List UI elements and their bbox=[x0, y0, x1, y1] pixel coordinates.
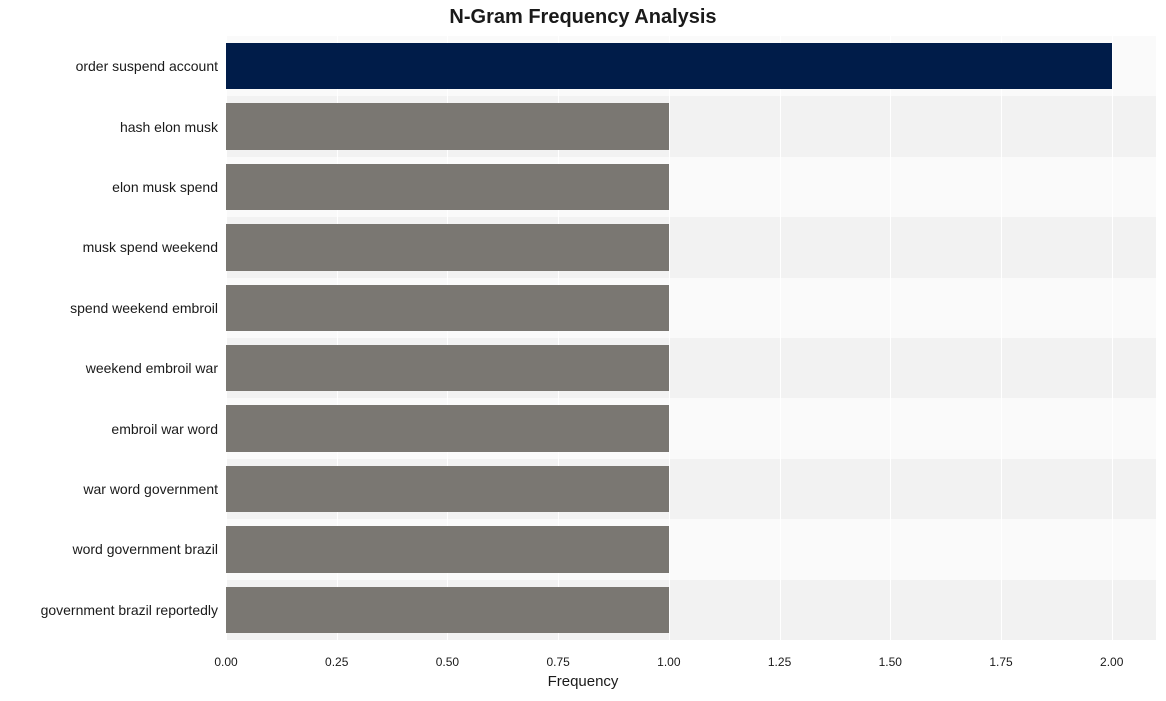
bar bbox=[226, 103, 669, 150]
bar bbox=[226, 285, 669, 332]
x-tick-label: 1.75 bbox=[989, 655, 1012, 669]
x-tick-label: 0.75 bbox=[546, 655, 569, 669]
gridline bbox=[890, 36, 891, 640]
gridline bbox=[669, 36, 670, 640]
y-tick-label: war word government bbox=[83, 481, 218, 497]
gridline bbox=[780, 36, 781, 640]
bar bbox=[226, 405, 669, 452]
y-tick-label: spend weekend embroil bbox=[70, 300, 218, 316]
y-tick-label: weekend embroil war bbox=[86, 360, 218, 376]
y-tick-label: embroil war word bbox=[111, 421, 218, 437]
x-tick-label: 1.50 bbox=[879, 655, 902, 669]
x-tick-label: 0.25 bbox=[325, 655, 348, 669]
x-tick-label: 0.50 bbox=[436, 655, 459, 669]
x-tick-label: 1.25 bbox=[768, 655, 791, 669]
bar bbox=[226, 587, 669, 634]
gridline bbox=[1001, 36, 1002, 640]
chart-title: N-Gram Frequency Analysis bbox=[0, 6, 1166, 29]
y-tick-label: elon musk spend bbox=[112, 179, 218, 195]
bar bbox=[226, 345, 669, 392]
y-tick-label: hash elon musk bbox=[120, 119, 218, 135]
x-axis-label: Frequency bbox=[0, 673, 1166, 690]
y-tick-label: order suspend account bbox=[76, 58, 218, 74]
x-tick-label: 0.00 bbox=[214, 655, 237, 669]
x-tick-label: 1.00 bbox=[657, 655, 680, 669]
bar bbox=[226, 466, 669, 513]
bar bbox=[226, 164, 669, 211]
gridline bbox=[1112, 36, 1113, 640]
bar bbox=[226, 526, 669, 573]
bar bbox=[226, 224, 669, 271]
y-tick-label: government brazil reportedly bbox=[41, 602, 218, 618]
y-tick-label: word government brazil bbox=[72, 541, 218, 557]
y-tick-label: musk spend weekend bbox=[83, 239, 218, 255]
x-tick-label: 2.00 bbox=[1100, 655, 1123, 669]
plot-area bbox=[226, 36, 1156, 640]
bar bbox=[226, 43, 1112, 90]
ngram-frequency-chart: N-Gram Frequency Analysis Frequency orde… bbox=[0, 0, 1166, 701]
